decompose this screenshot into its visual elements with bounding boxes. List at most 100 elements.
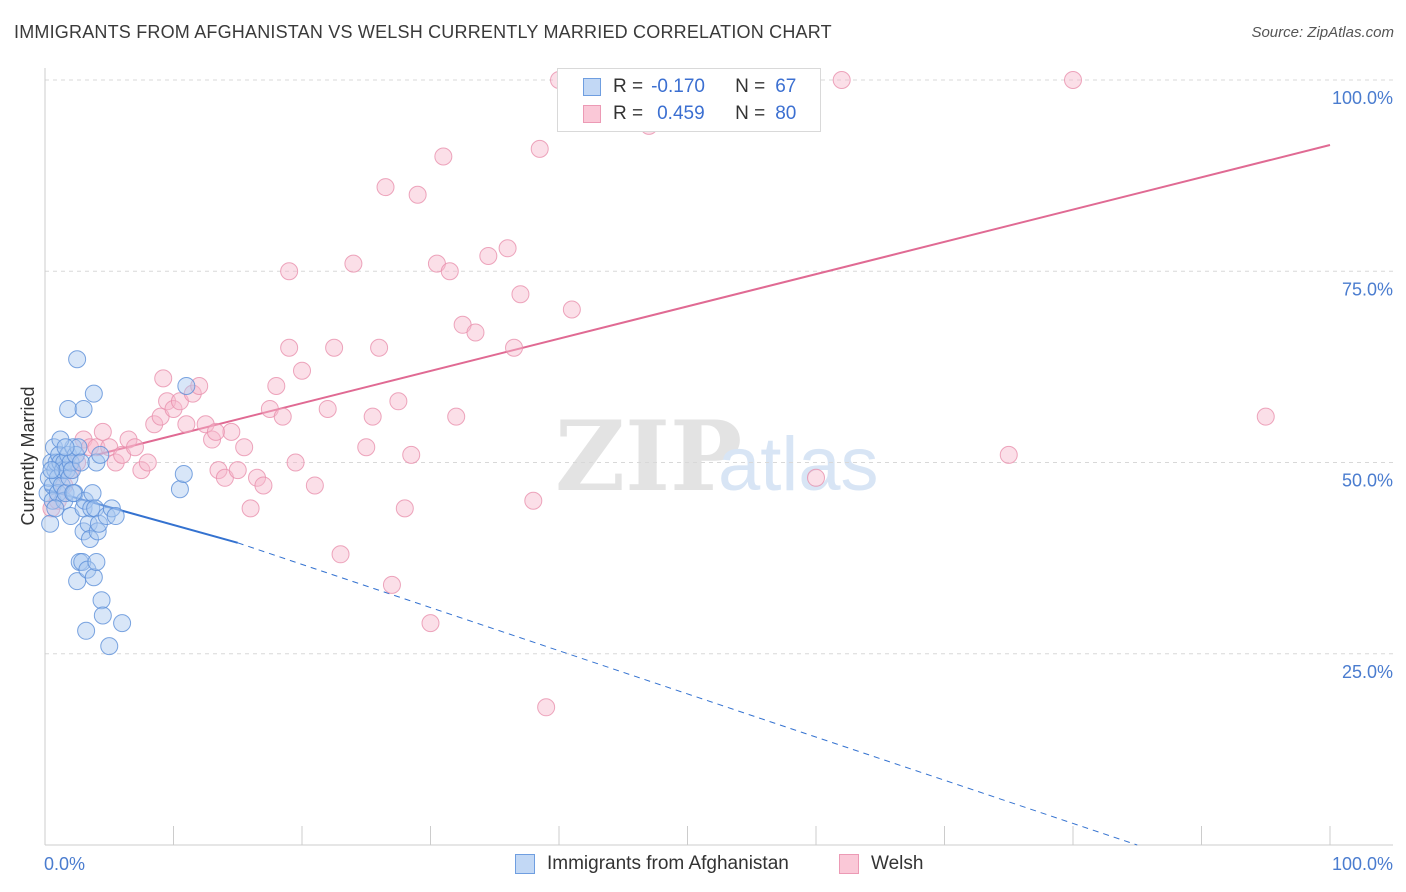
welsh-point [241, 499, 260, 518]
afghanistan-point [89, 514, 108, 533]
x-tick-label: 0.0% [44, 854, 85, 874]
afghanistan-point [84, 568, 103, 587]
legend-swatch-blue [583, 78, 601, 96]
welsh-point [562, 300, 581, 319]
bottom-legend-label: Welsh [871, 853, 924, 874]
welsh-point [318, 399, 337, 418]
welsh-point [132, 461, 151, 480]
afghanistan-point [77, 621, 96, 640]
welsh-point [222, 422, 241, 441]
legend-n-value: 67 [775, 76, 797, 97]
welsh-point [280, 338, 299, 357]
data-points [38, 71, 1275, 717]
legend-row-afghanistan: R = -0.170 N = 67 [558, 73, 796, 101]
y-axis-label: Currently Married [18, 386, 38, 525]
welsh-point [537, 698, 556, 717]
welsh-point [382, 575, 401, 594]
welsh-point [125, 438, 144, 457]
welsh-point [158, 392, 177, 411]
afghanistan-point [62, 461, 81, 480]
welsh-point [421, 614, 440, 633]
welsh-point [511, 285, 530, 304]
afghanistan-point [55, 491, 74, 510]
welsh-point [106, 453, 125, 472]
afghanistan-point [93, 606, 112, 625]
afghanistan-point [113, 614, 132, 633]
welsh-point [530, 139, 549, 158]
bottom-legend-welsh: Welsh [839, 851, 923, 877]
afghanistan-point [79, 514, 98, 533]
afghanistan-point [56, 438, 75, 457]
welsh-point [235, 438, 254, 457]
legend-n-label: N = [735, 103, 766, 124]
welsh-point [832, 71, 851, 89]
afghanistan-point [100, 637, 119, 656]
welsh-point [273, 407, 292, 426]
welsh-trend-line [96, 144, 1331, 456]
welsh-point [145, 415, 164, 434]
bottom-legend-swatch-pink [839, 854, 859, 874]
legend-r-value: 0.459 [657, 103, 705, 124]
welsh-point [164, 399, 183, 418]
welsh-point [177, 415, 196, 434]
chart-title: IMMIGRANTS FROM AFGHANISTAN VS WELSH CUR… [14, 22, 832, 42]
correlation-legend: R = -0.170 N = 67 R = 0.459 N = 80 [557, 68, 821, 132]
afghanistan-point [42, 461, 61, 480]
welsh-point [93, 422, 112, 441]
afghanistan-point [177, 377, 196, 395]
welsh-point [357, 438, 376, 457]
welsh-point [228, 461, 247, 480]
legend-swatch-pink [583, 105, 601, 123]
bottom-legend-afghanistan: Immigrants from Afghanistan [515, 851, 789, 877]
afghanistan-point [69, 438, 88, 457]
welsh-point [395, 499, 414, 518]
afghanistan-point [80, 530, 99, 548]
afghanistan-point [68, 572, 87, 591]
welsh-point [999, 445, 1018, 464]
legend-n-label: N = [735, 76, 766, 97]
grid-lines [45, 79, 1393, 655]
afghanistan-point [64, 484, 83, 503]
welsh-point [248, 468, 267, 487]
afghanistan-point [170, 480, 189, 499]
welsh-point [1256, 407, 1275, 426]
welsh-point [183, 384, 202, 403]
welsh-point [376, 178, 395, 197]
legend-r-label: R = [613, 103, 644, 124]
bottom-legend-swatch-blue [515, 854, 535, 874]
welsh-point [408, 185, 427, 204]
welsh-point [293, 361, 311, 380]
afghanistan-point [87, 552, 106, 571]
afghanistan-point [82, 499, 101, 518]
welsh-point [344, 254, 363, 273]
watermark: ZIP atlas [555, 400, 879, 513]
welsh-point [1064, 71, 1082, 89]
welsh-point [286, 453, 305, 472]
welsh-point [402, 445, 421, 464]
afghanistan-point [83, 484, 102, 503]
afghanistan-point [84, 384, 103, 403]
x-tick-label: 100.0% [1332, 854, 1393, 874]
afghanistan-point [92, 591, 111, 610]
afghanistan-point [91, 445, 110, 464]
welsh-point [505, 338, 524, 357]
y-tick-label: 25.0% [1342, 662, 1393, 682]
welsh-point [196, 415, 215, 434]
welsh-point [466, 323, 485, 342]
watermark-atlas: atlas [718, 422, 879, 507]
y-tick-label: 75.0% [1342, 279, 1393, 299]
welsh-point [138, 453, 157, 472]
afghanistan-point [46, 499, 65, 518]
welsh-point [154, 369, 173, 388]
welsh-point [254, 476, 273, 495]
welsh-point [498, 239, 517, 258]
welsh-point [305, 476, 324, 495]
welsh-point [206, 422, 225, 441]
afghanistan-point [88, 522, 107, 541]
welsh-point [325, 338, 344, 357]
welsh-point [807, 468, 825, 487]
y-tick-label: 100.0% [1332, 88, 1393, 108]
welsh-point [434, 147, 453, 166]
tick-labels: 25.0% 50.0% 75.0% 100.0% 0.0% 100.0% [44, 88, 1393, 874]
